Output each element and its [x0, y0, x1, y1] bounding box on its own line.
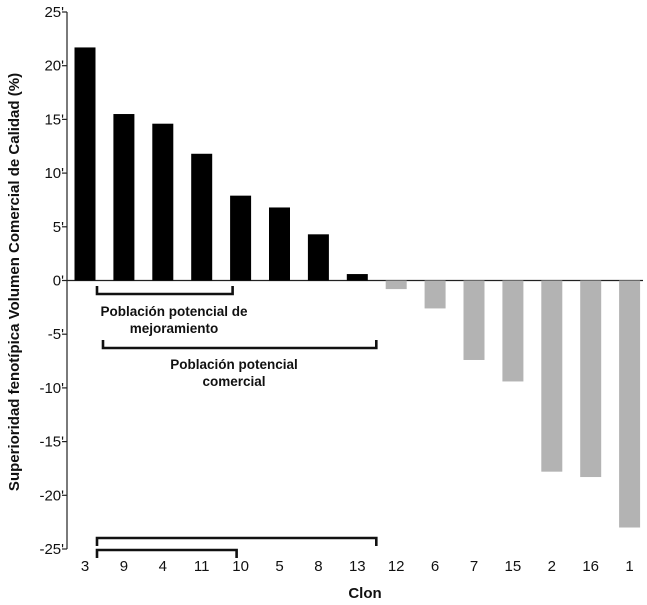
- y-tick-label: -10': [39, 380, 64, 397]
- annotation-comercial-label: Población potencial: [170, 357, 298, 372]
- y-tick-label: 0': [53, 273, 64, 290]
- y-tick-label: 15': [44, 111, 64, 128]
- y-tick-label: -5': [48, 326, 64, 343]
- annotations: Población potencial de mejoramiento Poblac…: [95, 286, 378, 558]
- x-tick-label: 10: [232, 558, 249, 575]
- x-tick-label: 15: [505, 558, 522, 575]
- annotation-mejoramiento-label: mejoramiento: [130, 321, 219, 336]
- bar-clon-16: [580, 280, 602, 478]
- x-tick-label: 11: [194, 558, 210, 575]
- x-ticks: 3 9 4 11 10 5 8 13 12 6 7 15 2 16 1: [81, 558, 634, 575]
- x-tick-label: 4: [159, 558, 167, 575]
- y-axis-title: Superioridad fenotípica Volumen Comercia…: [6, 73, 23, 491]
- y-tick-label: -15': [39, 434, 64, 451]
- x-tick-label: 9: [120, 558, 128, 575]
- bar-clon-13: [346, 274, 368, 281]
- annotation-comercial-label: comercial: [202, 374, 265, 389]
- x-tick-label: 5: [275, 558, 283, 575]
- annotation-mejoramiento-label: Población potencial de: [100, 304, 248, 319]
- bars: [74, 47, 641, 528]
- y-tick-label: 25': [44, 4, 64, 21]
- x-tick-label: 8: [314, 558, 322, 575]
- bar-clon-3: [74, 47, 96, 281]
- x-tick-label: 7: [470, 558, 478, 575]
- x-tick-label: 16: [582, 558, 599, 575]
- bar-clon-11: [191, 153, 213, 281]
- x-tick-label: 6: [431, 558, 439, 575]
- x-tick-label: 3: [81, 558, 89, 575]
- x-tick-label: 12: [388, 558, 405, 575]
- bar-clon-2: [541, 280, 563, 472]
- bracket-comercial-bottom: [95, 536, 378, 546]
- bracket-comercial: [101, 340, 378, 350]
- y-tick-label: 5': [53, 219, 64, 236]
- bar-clon-8: [307, 234, 329, 281]
- bar-clon-15: [502, 280, 524, 382]
- bar-clon-9: [113, 114, 135, 281]
- x-axis-title: Clon: [348, 585, 381, 602]
- y-ticks: 25' 20' 15' 10' 5' 0' -5' -10' -15' -20' -25': [39, 4, 67, 558]
- y-tick-label: 10': [44, 165, 64, 182]
- bar-clon-7: [463, 280, 485, 360]
- bar-clon-4: [152, 123, 174, 281]
- y-tick-label: -20': [39, 487, 64, 504]
- bar-clon-1: [619, 280, 641, 528]
- x-tick-label: 13: [349, 558, 366, 575]
- bar-clon-5: [269, 207, 290, 281]
- bar-clon-6: [424, 280, 446, 309]
- bracket-mejoramiento: [95, 286, 234, 296]
- y-tick-label: 20': [44, 58, 64, 75]
- x-tick-label: 1: [625, 558, 633, 575]
- x-tick-label: 2: [548, 558, 556, 575]
- bracket-mejoramiento-bottom: [95, 548, 238, 558]
- y-tick-label: -25': [39, 541, 64, 558]
- bar-clon-12: [385, 280, 407, 290]
- bar-clon-10: [230, 195, 252, 281]
